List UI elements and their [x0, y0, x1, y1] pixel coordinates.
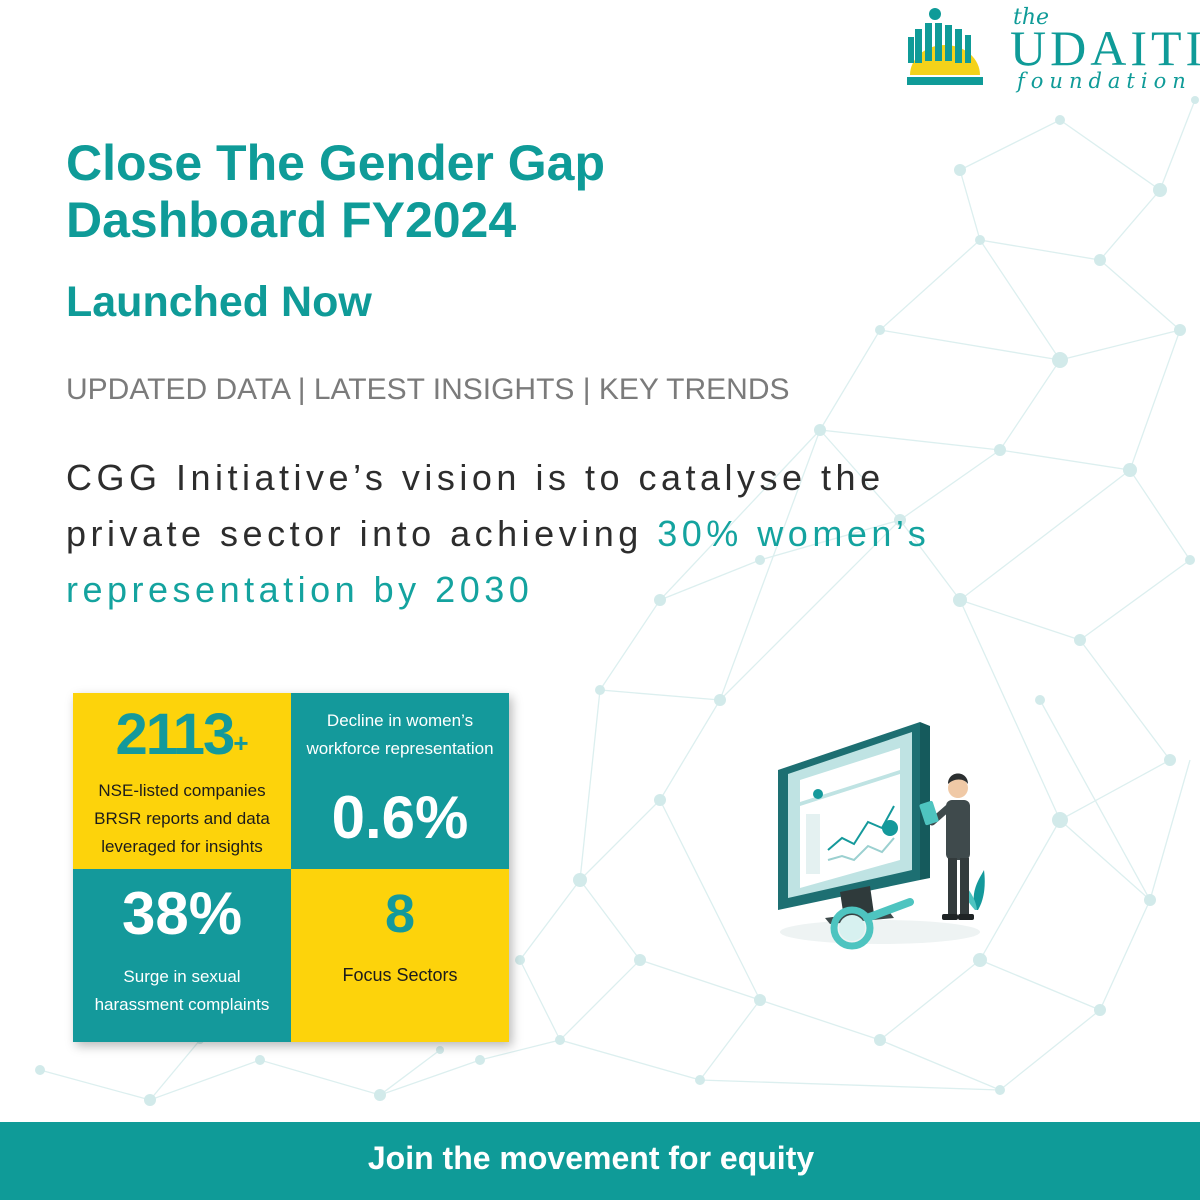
title-line-2: Dashboard FY2024	[66, 192, 517, 248]
logo-the-text: the	[1013, 5, 1050, 30]
vision-text: CGG Initiative’s vision is to catalyse t…	[66, 457, 885, 554]
stat-surge: 38% Surge in sexual harassment complaint…	[73, 869, 291, 1042]
logo-name-text: UDAITI	[1010, 20, 1200, 76]
vision-highlight: 30% women’s representation by 2030	[66, 513, 931, 610]
launched-subtitle: Launched Now	[66, 278, 372, 326]
surge-label-line-1: Surge in sexual	[123, 967, 241, 986]
stat-surge-label: Surge in sexual harassment complaints	[73, 963, 291, 1019]
title-line-1: Close The Gender Gap	[66, 135, 606, 191]
companies-label-line-1: NSE-listed companies	[98, 781, 266, 800]
footer-banner: Join the movement for equity	[0, 1122, 1200, 1200]
stat-companies-label: NSE-listed companies BRSR reports and da…	[73, 777, 291, 861]
stat-sectors-label: Focus Sectors	[342, 965, 458, 985]
logo-foundation-text: foundation	[1017, 69, 1192, 93]
stat-sectors: 8 Focus Sectors	[291, 869, 509, 1042]
surge-label-line-2: harassment complaints	[94, 995, 270, 1014]
tagline: UPDATED DATA | LATEST INSIGHTS | KEY TRE…	[66, 373, 790, 406]
stat-sectors-value: 8	[384, 884, 416, 944]
stat-decline: Decline in women’s workforce representat…	[291, 693, 509, 869]
companies-plus: +	[233, 728, 249, 758]
rising-sun-people-icon	[907, 8, 983, 85]
vision-statement: CGG Initiative’s vision is to catalyse t…	[66, 450, 946, 618]
companies-label-line-2: BRSR reports and data	[94, 809, 270, 828]
decline-label-line-1: Decline in women’s	[326, 711, 474, 730]
analyst-dashboard-illustration	[778, 722, 985, 950]
stat-decline-value: 0.6%	[331, 784, 469, 851]
stat-decline-label: Decline in women’s workforce representat…	[291, 707, 509, 763]
page-title: Close The Gender Gap Dashboard FY2024	[66, 135, 966, 249]
decline-label-line-2: workforce representation	[306, 739, 494, 758]
footer-cta: Join the movement for equity	[367, 1140, 815, 1176]
stat-surge-value: 38%	[121, 880, 243, 947]
stat-companies: 2113+ NSE-listed companies BRSR reports …	[73, 693, 291, 869]
companies-number: 2113	[115, 702, 235, 767]
stats-grid: 2113+ NSE-listed companies BRSR reports …	[73, 693, 509, 1042]
udaiti-logo: the UDAITI foundation	[905, 5, 1200, 100]
companies-label-line-3: leveraged for insights	[101, 837, 263, 856]
stat-companies-value: 2113+	[73, 701, 291, 768]
